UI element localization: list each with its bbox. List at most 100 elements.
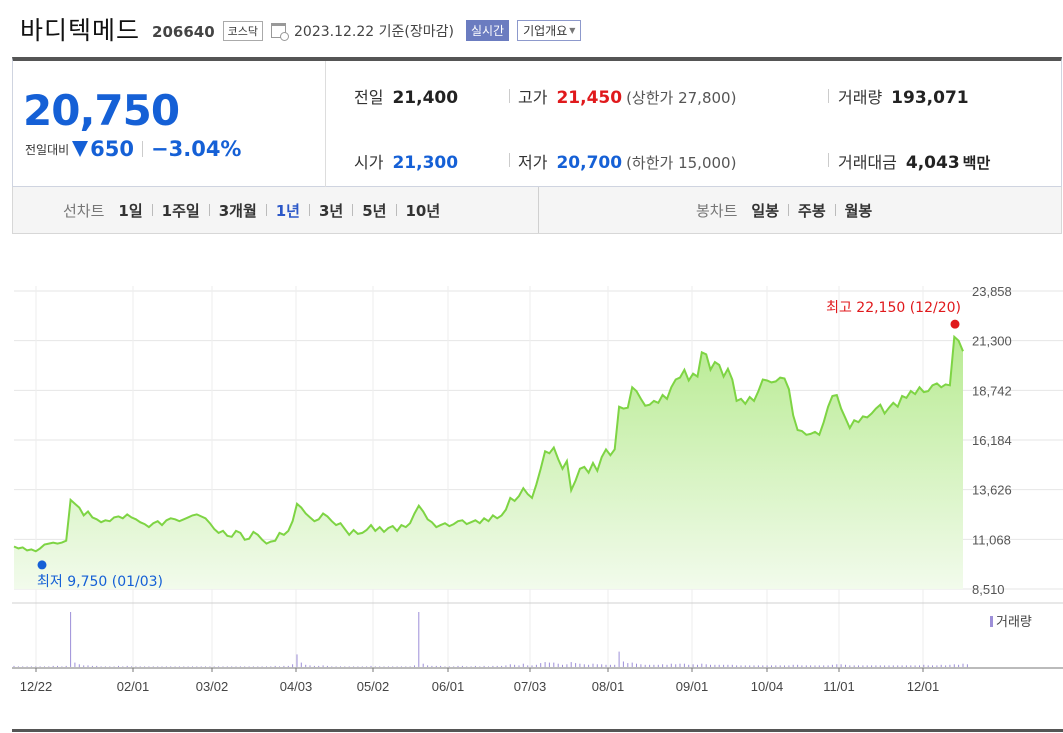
volume-bar — [70, 612, 72, 667]
volume-bar — [531, 665, 533, 667]
volume-bar — [387, 666, 389, 667]
volume-bar — [113, 666, 115, 667]
volume-bar — [444, 666, 446, 667]
volume-bar — [509, 664, 511, 668]
stat-label: 거래대금 — [838, 153, 897, 172]
volume-bar — [383, 666, 385, 667]
volume-bar — [131, 666, 132, 667]
period-option[interactable]: 월봉 — [844, 201, 873, 220]
volume-bar — [379, 666, 381, 667]
volume-bar — [322, 665, 324, 667]
volume-bar — [427, 665, 429, 667]
volume-bar — [139, 666, 141, 667]
volume-bar — [374, 666, 376, 667]
volume-bar — [74, 662, 76, 667]
x-tick-label: 12/01 — [907, 679, 940, 694]
calendar-clock-icon — [271, 23, 290, 41]
volume-bar — [222, 666, 224, 667]
volume-bar — [174, 666, 176, 667]
period-option[interactable]: 주봉 — [798, 201, 826, 220]
volume-bar — [753, 665, 755, 667]
volume-bar — [953, 664, 955, 668]
divider — [788, 204, 790, 216]
stock-name: 바디텍메드 — [20, 16, 141, 45]
volume-bar — [609, 664, 611, 667]
period-option[interactable]: 1일 — [118, 201, 143, 220]
volume-bar — [736, 665, 738, 667]
period-option[interactable]: 일봉 — [751, 201, 780, 220]
stat-value: 21,450 — [556, 88, 623, 108]
volume-bar — [923, 664, 925, 667]
period-option[interactable]: 1년 — [275, 201, 300, 220]
volume-bar — [35, 666, 37, 667]
corp-overview-dropdown[interactable]: 기업개요 ▼ — [517, 20, 582, 41]
volume-bar — [183, 666, 185, 667]
volume-bar — [266, 666, 267, 667]
volume-bar — [588, 664, 590, 667]
volume-bar — [958, 664, 960, 667]
volume-bar — [605, 664, 607, 667]
volume-bar — [501, 665, 503, 667]
volume-bar — [448, 666, 450, 667]
stock-header: 바디텍메드 206640 코스닥 2023.12.22 기준(장마감) 실시간 … — [20, 12, 582, 46]
volume-bar — [823, 665, 825, 667]
volume-bar — [44, 666, 45, 667]
volume-bar — [910, 665, 912, 667]
line-chart-label: 선차트 — [63, 201, 105, 220]
corp-overview-label: 기업개요 — [523, 24, 568, 38]
change-amount: 650 — [90, 137, 135, 161]
volume-bar — [479, 666, 481, 667]
volume-bar — [905, 665, 907, 667]
volume-bar — [344, 666, 346, 667]
volume-bar — [83, 665, 85, 667]
y-tick-label: 11,068 — [972, 532, 1011, 547]
volume-bar — [540, 663, 542, 667]
chart-canvas: 23,858 21,300 18,742 16,184 13,626 11,068 8,51… — [12, 284, 1063, 694]
period-option[interactable]: 10년 — [405, 201, 441, 220]
volume-bar — [287, 665, 289, 667]
volume-bar — [26, 666, 28, 667]
volume-bar — [666, 664, 668, 667]
volume-bar — [348, 666, 350, 667]
stat-value: 21,300 — [392, 153, 459, 173]
date-value: 2023.12.22 — [294, 23, 375, 40]
period-option[interactable]: 5년 — [362, 201, 387, 220]
current-price: 20,750 — [23, 86, 180, 135]
volume-bar — [474, 665, 476, 667]
volume-bar — [553, 662, 555, 667]
price-line — [13, 334, 964, 553]
period-option[interactable]: 3개월 — [218, 201, 257, 220]
volume-bar — [65, 665, 67, 667]
volume-bar — [840, 664, 842, 668]
candle-chart-label: 봉차트 — [696, 201, 738, 220]
divider — [828, 89, 829, 103]
volume-bar — [466, 666, 468, 667]
volume-bar — [727, 664, 729, 667]
upper-limit: (상한가 27,800) — [626, 89, 737, 107]
volume-bar — [144, 666, 146, 667]
volume-bar — [622, 661, 624, 667]
y-tick-label: 16,184 — [972, 433, 1012, 448]
volume-bar — [87, 665, 89, 667]
volume-bar — [535, 664, 537, 667]
realtime-button[interactable]: 실시간 — [465, 20, 510, 41]
volume-bar — [662, 664, 664, 668]
volume-bar — [118, 665, 119, 667]
volume-bar — [231, 666, 233, 667]
volume-bar — [919, 665, 920, 667]
divider — [309, 204, 310, 216]
volume-bar — [583, 664, 585, 668]
stat-value: 21,400 — [392, 88, 459, 108]
volume-bar — [966, 664, 968, 668]
volume-bar — [522, 663, 524, 667]
price-summary: 20,750 전일대비 650 −3.04% 전일 21,400 고가 21,4… — [12, 57, 1062, 187]
period-option[interactable]: 3년 — [319, 201, 344, 220]
stock-code: 206640 — [152, 22, 215, 41]
period-option[interactable]: 1주일 — [161, 201, 200, 220]
volume-bar — [496, 665, 498, 667]
volume-bar — [731, 664, 733, 667]
volume-bar — [653, 664, 655, 667]
volume-bar — [274, 665, 276, 667]
volume-bar — [200, 666, 202, 667]
volume-bar — [104, 666, 106, 667]
